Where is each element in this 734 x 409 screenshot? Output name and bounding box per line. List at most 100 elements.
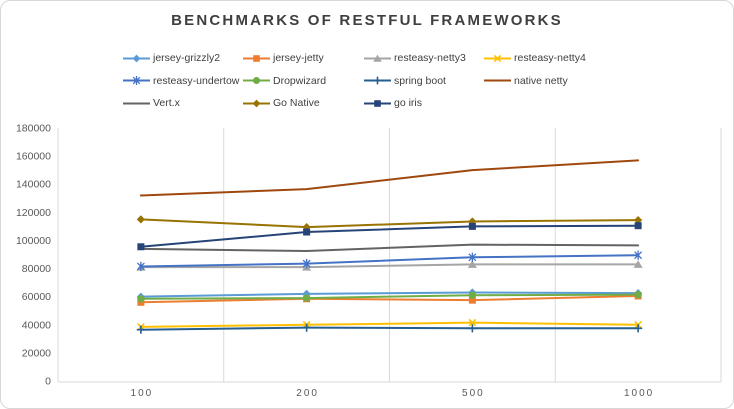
- series-line: [139, 294, 640, 304]
- legend-item-label: resteasy-netty3: [394, 52, 466, 64]
- y-tick-label: 60000: [22, 291, 51, 303]
- series-marker-x: [468, 318, 477, 327]
- legend-item-go-iris: go iris: [364, 95, 422, 111]
- y-tick-label: 180000: [16, 123, 51, 135]
- legend-marker-glyph: [373, 76, 382, 85]
- series-marker-plus: [302, 323, 311, 332]
- legend-marker-triangle-icon: [364, 54, 391, 62]
- series-marker-circle: [634, 290, 642, 299]
- legend-marker-glyph: [253, 77, 260, 84]
- series-marker-square: [468, 222, 476, 230]
- y-tick-label: 100000: [16, 235, 51, 247]
- legend-item-vert-x: Vert.x: [123, 95, 180, 111]
- y-tick-label: 120000: [16, 207, 51, 219]
- legend-item-resteasy-netty3: resteasy-netty3: [364, 50, 466, 66]
- legend-item-dropwizard: Dropwizard: [243, 73, 326, 89]
- legend-marker-plus-icon: [364, 76, 391, 85]
- series-marker-square: [468, 296, 476, 304]
- series-marker-plus: [136, 325, 145, 334]
- series-dropwizard: [137, 290, 642, 303]
- legend-marker-glyph: [373, 54, 382, 62]
- legend-marker-asterisk-icon: [123, 76, 150, 85]
- legend-item-label: resteasy-undertow: [153, 74, 240, 87]
- series-marker-plus: [634, 324, 643, 333]
- y-tick-label: 160000: [16, 151, 51, 163]
- legend-item-label: resteasy-netty4: [514, 52, 586, 64]
- series-line: [139, 243, 640, 252]
- series-line: [139, 293, 640, 300]
- legend-marker-glyph: [253, 54, 260, 62]
- series-marker-asterisk: [302, 258, 311, 269]
- series-line: [139, 291, 640, 298]
- legend-marker-glyph: [493, 54, 502, 62]
- series-line: [139, 263, 640, 269]
- legend-item-label: jersey-jetty: [273, 52, 324, 64]
- legend-item-label: Vert.x: [153, 97, 180, 109]
- legend-item-jersey-grizzly2: jersey-grizzly2: [123, 50, 220, 66]
- legend-item-go-native: Go Native: [243, 95, 320, 111]
- series-marker-circle: [468, 291, 477, 299]
- series-line: [139, 218, 640, 229]
- series-marker-asterisk: [136, 261, 145, 272]
- legend-item-resteasy-undertow: resteasy-undertow: [123, 73, 239, 89]
- series-marker-triangle: [467, 260, 477, 268]
- legend-marker-diamond-icon: [123, 54, 150, 62]
- legend-marker-none-icon: [123, 102, 150, 104]
- series-resteasy-undertow: [136, 250, 643, 272]
- y-tick-label: 20000: [22, 347, 51, 359]
- series-native-netty: [139, 159, 640, 197]
- legend-item-label: Go Native: [273, 97, 320, 109]
- chart-title: BENCHMARKS OF RESTFUL FRAMEWORKS: [171, 12, 563, 29]
- x-tick-label: 500: [462, 388, 485, 399]
- legend-marker-none-icon: [484, 79, 511, 82]
- series-go-iris: [137, 222, 642, 251]
- legend-marker-square-icon: [364, 99, 391, 107]
- x-tick-label: 100: [131, 388, 154, 399]
- series-line: [139, 224, 640, 248]
- legend-marker-glyph: [252, 99, 261, 107]
- legend-item-label: jersey-grizzly2: [153, 52, 221, 64]
- x-axis-labels: 100 200 500 1000: [131, 388, 654, 399]
- gridlines: [223, 128, 722, 382]
- legend-item-label: Dropwizard: [273, 74, 327, 87]
- series-marker-diamond: [634, 215, 643, 225]
- series-marker-plus: [468, 324, 477, 333]
- series-marker-square: [634, 222, 642, 230]
- legend-item-label: go iris: [394, 97, 423, 109]
- series-marker-diamond: [136, 215, 145, 224]
- series-marker-circle: [302, 294, 311, 302]
- legend-item-native-netty: native netty: [484, 73, 568, 89]
- series-vert-x: [139, 243, 640, 252]
- series-line: [139, 254, 640, 268]
- legend-marker-x-icon: [484, 54, 511, 62]
- series-marker-square: [137, 243, 145, 251]
- legend-item-label: native netty: [514, 74, 568, 87]
- legend-marker-glyph: [132, 76, 141, 85]
- legend-item-spring-boot: spring boot: [364, 73, 446, 89]
- series-marker-square: [303, 228, 311, 236]
- x-tick-label: 1000: [624, 388, 654, 399]
- series-marker-asterisk: [634, 250, 643, 260]
- series-marker-triangle: [633, 260, 643, 268]
- y-tick-label: 80000: [22, 263, 51, 275]
- legend-marker-glyph: [132, 54, 141, 62]
- y-tick-label: 140000: [16, 179, 51, 191]
- series-marker-circle: [137, 295, 145, 303]
- legend-marker-diamond-icon: [243, 99, 270, 107]
- legend-item-jersey-jetty: jersey-jetty: [243, 50, 324, 66]
- legend-marker-glyph: [374, 99, 381, 107]
- y-tick-label: 40000: [22, 319, 51, 331]
- y-tick-label: 0: [45, 376, 51, 388]
- series-spring-boot: [136, 323, 643, 334]
- legend-item-label: spring boot: [394, 74, 446, 87]
- legend-marker-square-icon: [243, 54, 270, 62]
- legend-item-resteasy-netty4: resteasy-netty4: [484, 50, 586, 66]
- series-line: [139, 159, 640, 197]
- series-line: [139, 321, 640, 328]
- series-line: [139, 326, 640, 331]
- series-marker-asterisk: [468, 252, 477, 263]
- y-axis-labels: 0 20000 40000 60000 80000 100000 120000 140000 1…: [16, 123, 51, 388]
- legend-marker-circle-icon: [243, 77, 270, 84]
